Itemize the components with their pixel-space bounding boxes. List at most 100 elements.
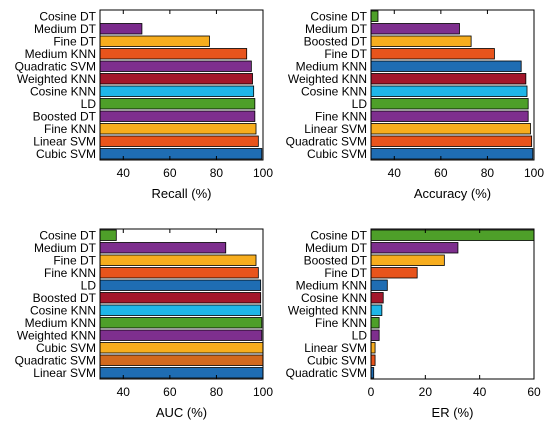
bar xyxy=(370,317,380,329)
plot-area xyxy=(370,9,535,161)
bar xyxy=(370,242,459,254)
x-axis-label: Accuracy (%) xyxy=(414,186,491,201)
category-label: Medium KNN xyxy=(296,59,367,73)
x-tick-label: 80 xyxy=(210,166,224,180)
bar xyxy=(99,329,263,341)
bar xyxy=(99,279,262,291)
x-tick-label: 40 xyxy=(117,166,131,180)
category-label: Cubic SVM xyxy=(36,341,96,355)
category-label: Medium KNN xyxy=(296,278,367,292)
category-label: Quadratic SVM xyxy=(286,134,367,148)
bar xyxy=(99,267,259,279)
bar xyxy=(370,229,535,241)
bar xyxy=(370,354,376,366)
bar xyxy=(99,148,263,160)
category-label: LD xyxy=(81,97,97,111)
category-label: Medium DT xyxy=(34,241,97,255)
x-tick-label: 40 xyxy=(473,385,487,399)
category-label: LD xyxy=(81,278,97,292)
bar xyxy=(370,98,529,110)
category-label: Cubic SVM xyxy=(307,353,367,367)
category-label: Medium KNN xyxy=(25,47,96,61)
category-label: Linear SVM xyxy=(33,134,96,148)
x-tick-label: 40 xyxy=(117,385,131,399)
bar xyxy=(370,35,472,47)
category-label: Fine KNN xyxy=(44,122,96,136)
category-label: Cosine KNN xyxy=(301,291,367,305)
category-label: Boosted DT xyxy=(304,253,368,267)
category-label: Medium KNN xyxy=(25,316,96,330)
category-label: Weighted KNN xyxy=(17,328,96,342)
x-tick-label: 80 xyxy=(210,385,224,399)
bar xyxy=(99,60,252,72)
x-axis-label: ER (%) xyxy=(432,405,474,420)
bar xyxy=(99,304,262,316)
category-label: Fine KNN xyxy=(315,316,367,330)
category-label: Medium DT xyxy=(305,22,368,36)
category-label: Medium DT xyxy=(305,241,368,255)
bar xyxy=(370,123,531,135)
bar xyxy=(370,148,534,160)
x-tick-label: 40 xyxy=(388,166,402,180)
bar xyxy=(99,367,264,379)
bar xyxy=(370,85,528,97)
bar xyxy=(99,135,259,147)
bar xyxy=(370,135,533,147)
category-label: Quadratic SVM xyxy=(15,353,96,367)
category-label: Fine KNN xyxy=(44,266,96,280)
bar xyxy=(370,48,495,60)
category-label: Weighted KNN xyxy=(17,72,96,86)
category-label: Quadratic SVM xyxy=(15,59,96,73)
category-label: Fine DT xyxy=(53,34,96,48)
category-label: Boosted DT xyxy=(304,34,368,48)
category-label: Cosine DT xyxy=(39,228,96,242)
category-label: Fine DT xyxy=(53,253,96,267)
bar xyxy=(99,110,256,122)
bar xyxy=(99,85,255,97)
bar xyxy=(370,329,380,341)
bar xyxy=(370,292,384,304)
bar xyxy=(99,242,227,254)
category-label: Cosine DT xyxy=(39,9,96,23)
x-tick-label: 60 xyxy=(163,385,177,399)
x-axis-label: Recall (%) xyxy=(152,186,212,201)
x-tick-label: 60 xyxy=(163,166,177,180)
bar xyxy=(99,292,262,304)
category-label: Cubic SVM xyxy=(307,147,367,161)
plot-frame xyxy=(370,9,535,161)
bar xyxy=(99,342,264,354)
category-label: Fine KNN xyxy=(315,109,367,123)
category-label: Fine DT xyxy=(324,266,367,280)
category-label: Cosine KNN xyxy=(301,84,367,98)
category-label: Quadratic SVM xyxy=(286,366,367,380)
plot-frame xyxy=(99,9,264,161)
x-tick-label: 20 xyxy=(419,385,433,399)
bar xyxy=(99,229,117,241)
bar xyxy=(99,354,264,366)
plot-area xyxy=(99,228,264,380)
bar xyxy=(99,254,257,266)
category-label: Boosted DT xyxy=(33,109,97,123)
bar xyxy=(99,317,263,329)
category-label: Cosine KNN xyxy=(30,84,96,98)
x-tick-label: 100 xyxy=(253,385,273,399)
x-tick-label: 60 xyxy=(527,385,541,399)
plot-frame xyxy=(370,228,535,380)
bar xyxy=(99,98,256,110)
bar xyxy=(370,267,418,279)
category-label: Cubic SVM xyxy=(36,147,96,161)
category-label: Cosine DT xyxy=(310,228,367,242)
plot-area xyxy=(370,228,535,380)
bar xyxy=(99,23,143,35)
bar xyxy=(370,304,383,316)
bar xyxy=(99,123,257,135)
bar xyxy=(370,342,376,354)
plot-area xyxy=(99,9,264,161)
bar xyxy=(370,23,460,35)
bar xyxy=(99,35,210,47)
